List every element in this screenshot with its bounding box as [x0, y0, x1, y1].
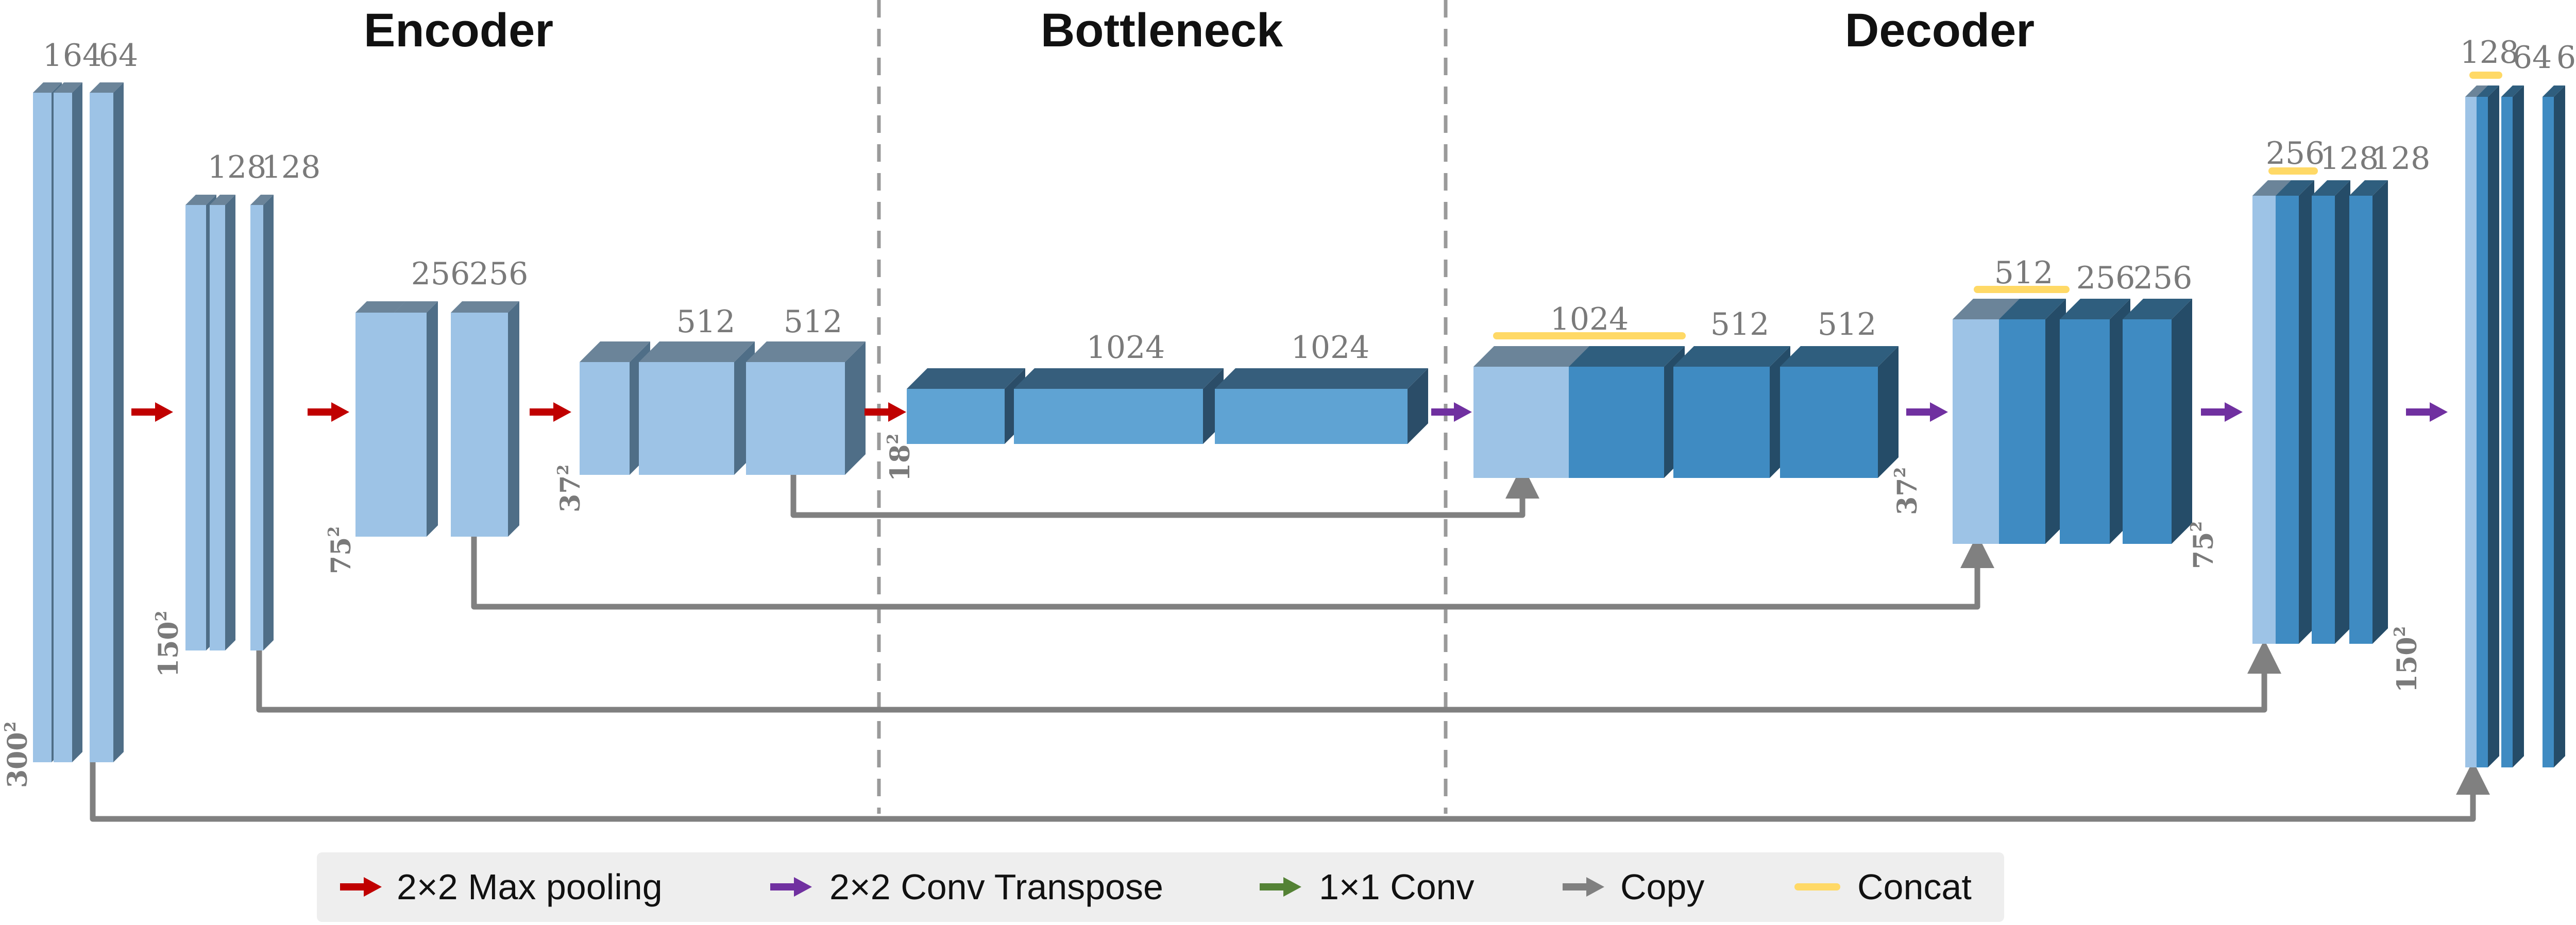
size-label: 182 [884, 434, 916, 482]
legend-conv1x1: 1×1 Conv [1260, 867, 1475, 907]
channel-label: 256 [411, 256, 470, 292]
feature-block [1215, 368, 1428, 444]
channel-label: 256 [469, 256, 529, 292]
feature-block [451, 301, 519, 537]
feature-block [1780, 346, 1899, 478]
legend-concat: Concat [1794, 867, 1972, 907]
size-label: 1502 [2391, 626, 2423, 693]
size-label: 1502 [152, 611, 184, 677]
skip-connections [90, 465, 2490, 822]
channel-label: 512 [1994, 255, 2054, 291]
channel-labels: 1 64 64 128 128 256 256 512 512 1024 102… [43, 35, 2576, 366]
channel-label: 128 [2320, 141, 2379, 177]
size-label: 752 [325, 526, 357, 574]
maxpool-arrow [530, 402, 571, 422]
channel-label: 256 [2266, 135, 2325, 172]
conv-transpose-arrow [2201, 402, 2243, 422]
block-enc4 [580, 341, 866, 475]
feature-block [2477, 85, 2499, 767]
channel-label: 64 [63, 38, 102, 74]
maxpool-arrow [308, 402, 349, 422]
size-label: 372 [554, 465, 586, 512]
legend-conv1x1-label: 1×1 Conv [1319, 867, 1475, 907]
block-enc1 [33, 82, 124, 762]
skip-connection-2 [256, 640, 2281, 713]
block-enc3 [355, 301, 519, 537]
feature-block [2123, 299, 2192, 544]
channel-label: 1024 [1550, 301, 1629, 337]
decoder-title: Decoder [1845, 4, 2035, 57]
feature-block [2312, 180, 2350, 644]
legend-concat-label: Concat [1857, 867, 1972, 907]
channel-label: 64 [2513, 40, 2552, 76]
feature-block [1999, 299, 2066, 544]
feature-block [394, 301, 438, 537]
legend-box [317, 852, 2004, 922]
legend-conv-transpose-label: 2×2 Conv Transpose [829, 867, 1163, 907]
feature-block [1014, 368, 1224, 444]
feature-block [2349, 180, 2388, 644]
channel-label: 128 [2460, 35, 2519, 71]
feature-block [639, 341, 755, 475]
feature-block [54, 82, 82, 762]
conv-transpose-arrow [1431, 402, 1472, 422]
bottleneck-title: Bottleneck [1041, 4, 1283, 57]
maxpool-arrow [865, 402, 906, 422]
feature-block [210, 195, 235, 650]
channel-label: 512 [1710, 306, 1770, 342]
feature-block [1569, 346, 1685, 478]
skip-connection-3 [471, 534, 1994, 610]
channel-label: 256 [2076, 260, 2136, 296]
channel-label: 128 [262, 149, 321, 185]
block-dec3 [1953, 299, 2192, 544]
block-bottleneck [907, 368, 1428, 444]
channel-label: 512 [784, 304, 843, 340]
channel-label: 512 [676, 304, 736, 340]
block-dec4 [1473, 346, 1899, 478]
concat-marks [1493, 72, 2502, 339]
size-label: 752 [2188, 521, 2219, 569]
feature-block [746, 341, 866, 475]
legend-copy: Copy [1563, 867, 1704, 907]
feature-block [250, 195, 274, 650]
block-dec2 [2252, 180, 2388, 644]
size-label: 372 [1891, 467, 1923, 515]
feature-block [1673, 346, 1790, 478]
channel-label: 1 [43, 38, 62, 74]
skip-connection-1 [90, 761, 2490, 822]
legend-maxpool-label: 2×2 Max pooling [397, 867, 663, 907]
size-labels: 3002 1502 752 372 182 372 752 1502 3002 [2, 434, 2423, 788]
channel-label: 256 [2133, 260, 2193, 296]
feature-block [2060, 299, 2130, 544]
feature-block [2276, 180, 2314, 644]
conv-transpose-arrow [2406, 402, 2448, 422]
channel-label: 512 [1818, 306, 1877, 342]
channel-label: 1024 [1291, 330, 1370, 366]
channel-label: 1024 [1087, 330, 1165, 366]
block-enc2 [185, 195, 274, 650]
encoder-title: Encoder [364, 4, 553, 57]
legend-maxpool: 2×2 Max pooling [340, 867, 663, 907]
legend: 2×2 Max pooling 2×2 Conv Transpose 1×1 C… [317, 852, 2004, 922]
feature-block [90, 82, 124, 762]
size-label: 3002 [2, 722, 33, 788]
maxpool-arrow [131, 402, 173, 422]
channel-label: 128 [208, 149, 267, 185]
block-dec1 [2465, 85, 2565, 767]
operation-arrows [131, 402, 2448, 422]
skip-connection-4 [790, 465, 1539, 518]
conv-transpose-arrow [1906, 402, 1948, 422]
legend-conv-transpose: 2×2 Conv Transpose [770, 867, 1163, 907]
feature-block [2501, 85, 2524, 767]
channel-label: 64 [2556, 40, 2576, 76]
legend-copy-label: Copy [1620, 867, 1704, 907]
channel-label: 64 [99, 38, 138, 74]
feature-block [2543, 85, 2565, 767]
channel-label: 128 [2371, 141, 2431, 177]
feature-block [907, 368, 1025, 444]
